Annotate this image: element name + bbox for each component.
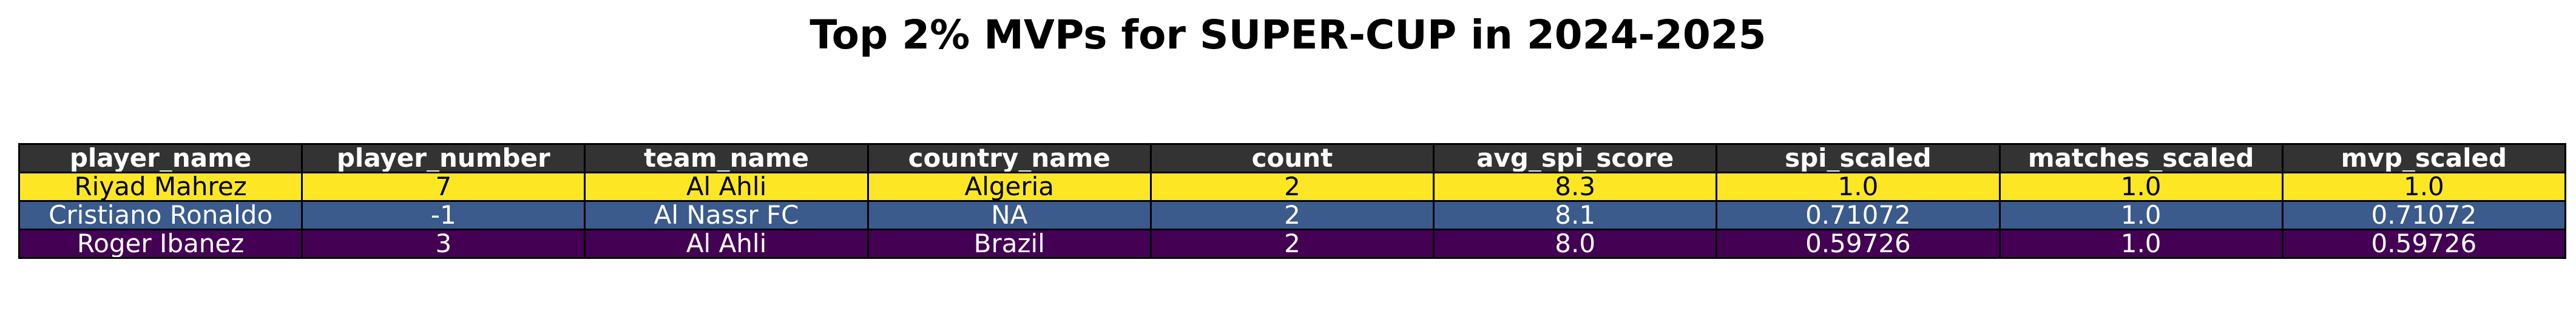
table-cell: -1 (301, 200, 586, 230)
table-cell: 2 (1149, 229, 1435, 259)
table-cell: Al Ahli (584, 172, 869, 202)
chart-title: Top 2% MVPs for SUPER-CUP in 2024-2025 (810, 12, 1766, 58)
table-cell: 0.71072 (1716, 200, 2001, 230)
header-cell: matches_scaled (1998, 143, 2284, 173)
table-row: Roger Ibanez 3 Al Ahli Brazil 2 8.0 0.59… (18, 229, 2567, 259)
table-cell: 0.59726 (2281, 229, 2567, 259)
table-cell: 8.1 (1433, 200, 1718, 230)
header-cell: mvp_scaled (2281, 143, 2567, 173)
table-cell: Roger Ibanez (18, 229, 303, 259)
table-cell: Al Ahli (584, 229, 869, 259)
table-cell: 8.0 (1433, 229, 1718, 259)
table-cell: 1.0 (1998, 200, 2284, 230)
table-row: Riyad Mahrez 7 Al Ahli Algeria 2 8.3 1.0… (18, 172, 2567, 202)
table-cell: 0.71072 (2281, 200, 2567, 230)
table-cell: 0.59726 (1716, 229, 2001, 259)
header-cell: spi_scaled (1716, 143, 2001, 173)
table-cell: 1.0 (1998, 172, 2284, 202)
header-cell: country_name (867, 143, 1152, 173)
table-cell: 1.0 (1998, 229, 2284, 259)
mvp-table: player_name player_number team_name coun… (18, 143, 2567, 259)
header-cell: player_name (18, 143, 303, 173)
table-row: Cristiano Ronaldo -1 Al Nassr FC NA 2 8.… (18, 200, 2567, 230)
header-cell: avg_spi_score (1433, 143, 1718, 173)
header-cell: team_name (584, 143, 869, 173)
table-cell: NA (867, 200, 1152, 230)
table-cell: 7 (301, 172, 586, 202)
table-cell: Algeria (867, 172, 1152, 202)
table-cell: 2 (1149, 200, 1435, 230)
table-cell: 3 (301, 229, 586, 259)
table-cell: 8.3 (1433, 172, 1718, 202)
table-header-row: player_name player_number team_name coun… (18, 143, 2567, 173)
table-cell: Brazil (867, 229, 1152, 259)
header-cell: count (1149, 143, 1435, 173)
table-cell: Riyad Mahrez (18, 172, 303, 202)
table-cell: Cristiano Ronaldo (18, 200, 303, 230)
table-cell: Al Nassr FC (584, 200, 869, 230)
header-cell: player_number (301, 143, 586, 173)
table-cell: 1.0 (1716, 172, 2001, 202)
table-cell: 2 (1149, 172, 1435, 202)
table-cell: 1.0 (2281, 172, 2567, 202)
